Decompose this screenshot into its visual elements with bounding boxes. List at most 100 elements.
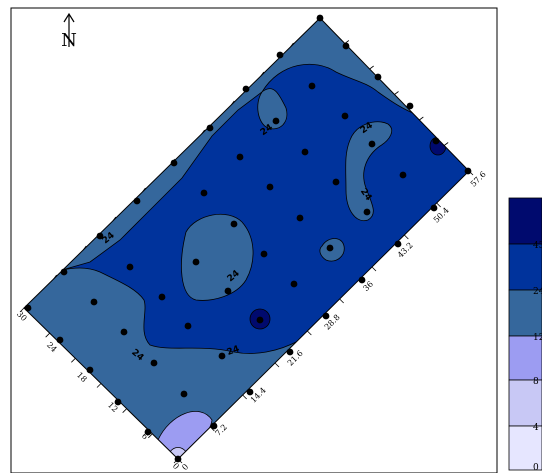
sample-point: [174, 455, 182, 463]
sample-point: [246, 388, 254, 396]
sample-point: [184, 322, 192, 330]
legend-swatch-0: [508, 425, 542, 471]
sample-point: [150, 359, 158, 367]
sample-point: [430, 204, 438, 212]
axis-tick: [339, 298, 344, 304]
sample-point: [266, 183, 274, 191]
sample-point: [206, 124, 214, 132]
sample-point: [326, 244, 334, 252]
legend-label: 12: [533, 333, 542, 343]
sample-point: [236, 153, 244, 161]
sample-point: [242, 85, 250, 93]
zone-level-12-center: [181, 213, 254, 301]
sample-point: [394, 240, 402, 248]
contour-map: [24, 18, 469, 459]
sample-point: [358, 276, 366, 284]
legend-label: 4: [533, 423, 539, 433]
sample-point: [200, 189, 208, 197]
sample-point: [192, 258, 200, 266]
axis-tick: [290, 42, 294, 48]
axis-tick: [148, 433, 153, 439]
sample-point: [363, 208, 371, 216]
sample-point: [308, 82, 316, 90]
tick-label-bottom: 0: [180, 462, 190, 472]
sample-point: [368, 140, 376, 148]
sample-point: [316, 14, 324, 22]
sample-point: [24, 304, 32, 312]
sample-point: [96, 232, 104, 240]
axis-tick: [371, 266, 377, 272]
sample-point: [272, 117, 280, 125]
sample-point: [133, 197, 141, 205]
axis-tick: [242, 394, 247, 400]
sample-point: [260, 250, 268, 258]
sample-point: [126, 263, 134, 271]
zone-level-12-top: [257, 88, 288, 130]
legend: 43 24 12 8 4 0: [508, 197, 542, 473]
sample-point: [341, 112, 349, 120]
sample-point: [60, 268, 68, 276]
sample-point: [374, 73, 382, 81]
sample-points: [24, 14, 472, 463]
axis-tick: [210, 426, 215, 432]
sample-point: [399, 171, 407, 179]
sample-point: [224, 287, 232, 295]
axis-tick: [71, 358, 76, 363]
axis-tick: [230, 100, 235, 106]
axis-tick: [404, 234, 409, 240]
sample-point: [296, 214, 304, 222]
axis-tick: [307, 330, 312, 336]
legend-swatch-12: [508, 289, 542, 337]
sample-point: [332, 178, 340, 186]
legend-label: 43: [533, 241, 542, 251]
axis-tick: [142, 187, 146, 193]
axis-tick: [201, 129, 205, 135]
axis-tick: [122, 408, 127, 413]
axis-tick: [82, 245, 87, 251]
axis-tick: [260, 71, 265, 77]
sample-point: [90, 298, 98, 306]
axis-tick: [394, 91, 399, 95]
sample-point: [86, 366, 94, 374]
sample-point: [322, 312, 330, 320]
sample-point: [464, 167, 472, 175]
sample-point: [144, 428, 152, 436]
contour-label: 24: [226, 344, 241, 358]
legend-label: 0: [533, 463, 539, 473]
sample-point: [170, 159, 178, 167]
sample-point: [230, 220, 238, 228]
north-label: N: [61, 30, 77, 51]
sample-point: [342, 42, 350, 50]
zone-level-12-right: [345, 121, 393, 222]
sample-point: [120, 328, 128, 336]
axis-tick: [96, 383, 102, 388]
sample-point: [210, 422, 218, 430]
sample-point: [180, 390, 188, 398]
axis-tick: [436, 202, 441, 208]
sample-point: [114, 398, 122, 406]
sample-point: [432, 137, 440, 145]
sample-point: [56, 336, 64, 344]
axis-tick: [45, 332, 50, 338]
axis-tick: [274, 362, 280, 368]
sample-point: [158, 293, 166, 301]
axis-tick: [419, 116, 424, 121]
sample-point: [218, 352, 226, 360]
axis-tick: [112, 216, 117, 222]
legend-label: 24: [533, 287, 542, 297]
axis-tick: [53, 274, 57, 280]
sample-point: [406, 102, 414, 110]
sample-point: [286, 348, 294, 356]
sample-point: [276, 51, 284, 59]
axis-tick: [19, 307, 25, 313]
sample-point: [301, 148, 309, 156]
sample-point: [256, 316, 264, 324]
north-arrow-icon: N: [61, 12, 77, 51]
sample-point: [290, 280, 298, 288]
legend-swatch-43: [508, 197, 542, 245]
tick-label-left: 0: [171, 461, 181, 471]
tick-label-left: 6: [140, 431, 150, 441]
legend-label: 8: [533, 377, 539, 387]
axis-tick: [443, 142, 449, 146]
